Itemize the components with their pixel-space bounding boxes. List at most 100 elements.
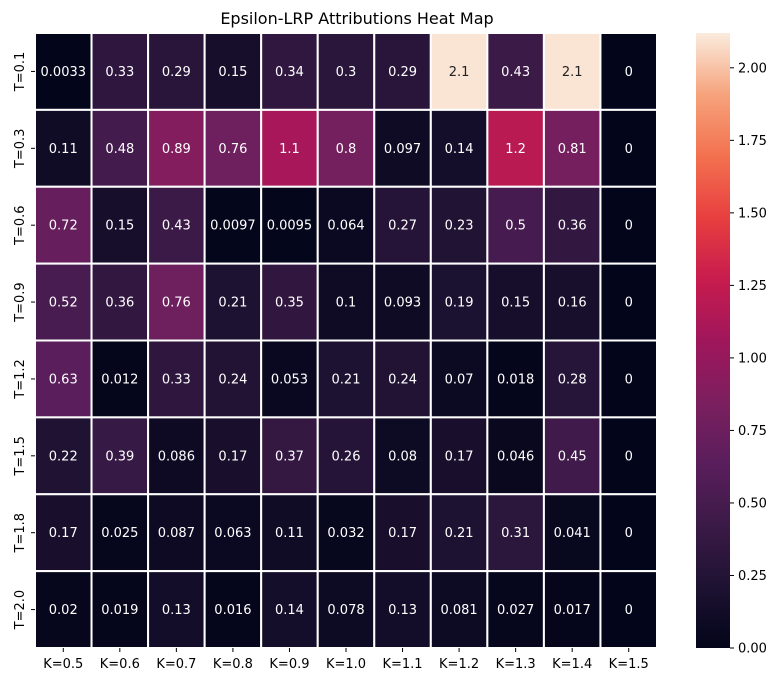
cell-value-label: 1.1 xyxy=(279,142,300,157)
heatmap-cell xyxy=(486,108,545,188)
cell-value-label: 0 xyxy=(625,449,633,464)
cell-value-label: 0.24 xyxy=(388,372,417,387)
heatmap-cell xyxy=(486,185,545,265)
cell-value-label: 0 xyxy=(625,296,633,311)
heatmap-cell xyxy=(90,32,150,111)
cell-value-label: 0.017 xyxy=(554,603,591,618)
cell-value-label: 0.064 xyxy=(327,219,364,234)
cell-value-label: 0.52 xyxy=(49,296,78,311)
cell-value-label: 0.15 xyxy=(218,65,247,80)
heatmap-cell xyxy=(34,570,93,649)
colorbar-tick-label: 1.00 xyxy=(738,351,767,366)
cell-value-label: 0 xyxy=(625,372,633,387)
cell-value-label: 0 xyxy=(625,219,633,234)
heatmap-cell xyxy=(429,570,489,649)
heatmap-cell xyxy=(486,416,545,496)
colorbar-tick-label: 1.25 xyxy=(738,279,767,294)
cell-value-label: 0.19 xyxy=(445,296,474,311)
chart-title: Epsilon-LRP Attributions Heat Map xyxy=(220,9,493,28)
heatmap-cell xyxy=(429,493,489,573)
cell-value-label: 0.018 xyxy=(497,372,534,387)
colorbar-tick-label: 0.25 xyxy=(738,569,767,584)
heatmap-cell xyxy=(429,32,489,111)
x-tick-label: K=1.2 xyxy=(439,657,479,672)
cell-value-label: 0.33 xyxy=(162,372,191,387)
colorbar-ticks: 0.00 0.25 0.50 0.75 1.00 1.25 1.50 1.75 2.00 xyxy=(730,61,767,657)
cell-value-label: 0.13 xyxy=(388,603,417,618)
heatmap-cell xyxy=(147,262,206,342)
heatmap-cell xyxy=(34,493,93,573)
cell-value-label: 0.025 xyxy=(101,526,138,541)
cell-value-label: 0.3 xyxy=(336,65,357,80)
cell-value-label: 0.21 xyxy=(218,296,247,311)
heatmap-cell xyxy=(599,493,658,573)
cell-value-label: 0.5 xyxy=(505,219,526,234)
heatmap-cell xyxy=(486,339,545,419)
x-tick-label: K=0.8 xyxy=(213,657,253,672)
cell-value-label: 0.14 xyxy=(445,142,474,157)
heatmap-cell xyxy=(90,493,150,573)
cell-value-label: 0.11 xyxy=(49,142,78,157)
cell-value-label: 0.0033 xyxy=(41,65,87,80)
x-tick-label: K=1.5 xyxy=(609,657,649,672)
heatmap-cell xyxy=(599,108,658,188)
cell-value-label: 0.89 xyxy=(162,142,191,157)
heatmap-cell xyxy=(542,493,602,573)
cell-value-label: 0.37 xyxy=(275,449,304,464)
heatmap-cell xyxy=(599,570,658,649)
y-tick-label: T=2.0 xyxy=(13,590,28,631)
heatmap-cell xyxy=(542,570,602,649)
heatmap-cell xyxy=(542,108,602,188)
cell-value-label: 0.0097 xyxy=(210,219,256,234)
cell-value-label: 0.24 xyxy=(218,372,247,387)
heatmap-cell xyxy=(373,185,432,265)
heatmap-cell xyxy=(542,32,602,111)
heatmap-cell xyxy=(260,108,319,188)
cell-value-label: 0.28 xyxy=(558,372,587,387)
cell-value-label: 0.72 xyxy=(49,219,78,234)
y-tick-label: T=0.3 xyxy=(13,129,28,170)
heatmap-cell xyxy=(486,493,545,573)
cell-value-label: 0.23 xyxy=(445,219,474,234)
x-tick-label: K=1.3 xyxy=(496,657,536,672)
colorbar-tick-label: 0.50 xyxy=(738,496,767,511)
heatmap-cell xyxy=(90,339,150,419)
cell-value-label: 0.0095 xyxy=(267,219,313,234)
colorbar xyxy=(696,33,730,648)
cell-value-label: 0.29 xyxy=(388,65,417,80)
cell-value-label: 0 xyxy=(625,526,633,541)
x-tick-label: K=1.0 xyxy=(326,657,366,672)
heatmap-cell xyxy=(599,262,658,342)
x-tick-label: K=0.5 xyxy=(43,657,83,672)
cell-value-label: 0.13 xyxy=(162,603,191,618)
heatmap-cell xyxy=(34,339,93,419)
cell-value-label: 0.063 xyxy=(214,526,251,541)
y-tick-label: T=1.2 xyxy=(13,359,28,400)
cell-value-label: 0.45 xyxy=(558,449,587,464)
cell-value-label: 0.032 xyxy=(327,526,364,541)
cell-value-label: 0.29 xyxy=(162,65,191,80)
heatmap-cell xyxy=(203,570,263,649)
cell-value-label: 0.16 xyxy=(558,296,587,311)
cell-value-label: 0.36 xyxy=(105,296,134,311)
cell-value-label: 0.07 xyxy=(445,372,474,387)
cell-value-label: 0.041 xyxy=(554,526,591,541)
heatmap-cell xyxy=(316,493,376,573)
heatmap-cell xyxy=(599,416,658,496)
heatmap-cell xyxy=(203,339,263,419)
x-tick-label: K=0.6 xyxy=(100,657,140,672)
cell-value-label: 2.1 xyxy=(562,65,583,80)
heatmap-cells: 0.0033 0.33 0.29 0.15 0.34 0.3 0.29 2.1 0.43 2.1 0… xyxy=(34,32,658,649)
heatmap-cell xyxy=(203,262,263,342)
y-tick-label: T=0.1 xyxy=(13,52,28,93)
cell-value-label: 0.11 xyxy=(275,526,304,541)
cell-value-label: 0.15 xyxy=(501,296,530,311)
cell-value-label: 0.093 xyxy=(384,296,421,311)
colorbar-tick-label: 2.00 xyxy=(738,61,767,76)
heatmap-cell xyxy=(260,185,319,265)
cell-value-label: 0.08 xyxy=(388,449,417,464)
colorbar-tick-label: 1.50 xyxy=(738,206,767,221)
heatmap-cell xyxy=(90,570,150,649)
y-axis-ticks: T=0.1 T=0.3 T=0.6 T=0.9 T=1.2 T=1.5 T=1.8 T=2.0 xyxy=(13,52,35,631)
